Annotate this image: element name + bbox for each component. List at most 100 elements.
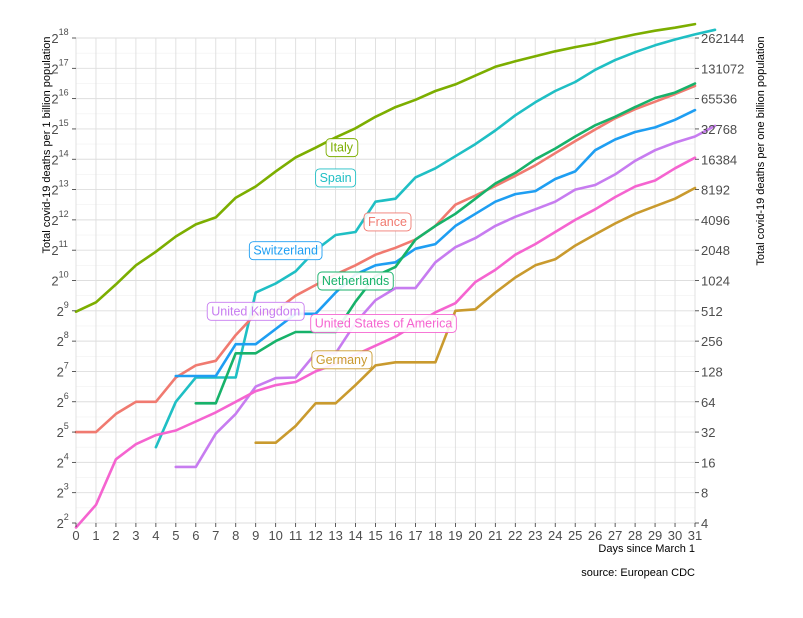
- x-tick-label: 30: [668, 528, 682, 543]
- series-label-germany: Germany: [311, 350, 373, 370]
- y-tick-exponent: 18: [59, 27, 69, 37]
- x-axis-title: Days since March 1: [598, 543, 695, 555]
- y-tick-exponent: 6: [64, 391, 69, 401]
- y-tick-left-label: 2 12: [51, 209, 68, 228]
- label-box: [325, 138, 359, 158]
- source-caption: source: European CDC: [581, 567, 695, 579]
- y-tick-right-label: 262144: [701, 31, 744, 46]
- y-axis-left-ticks: 2 22 32 42 52 62 72 82 92 102 112 122 132 142 152 162 17…: [51, 27, 76, 531]
- y-tick-right-label: 64: [701, 395, 715, 410]
- y-tick-base: 2: [51, 122, 58, 137]
- x-tick-label: 13: [328, 528, 342, 543]
- series-label-italy: Italy: [325, 138, 359, 158]
- x-tick-label: 31: [688, 528, 702, 543]
- y-tick-base: 2: [51, 152, 58, 167]
- y-tick-right-label: 2048: [701, 243, 730, 258]
- label-text: France: [368, 215, 407, 229]
- y-tick-right-label: 16: [701, 455, 715, 470]
- y-tick-left-label: 2 18: [51, 27, 68, 46]
- y-tick-right-label: 256: [701, 334, 723, 349]
- x-tick-label: 24: [548, 528, 562, 543]
- y-axis-left-title: Total covid-19 deaths per 1 billion popu…: [41, 36, 53, 253]
- x-tick-label: 10: [268, 528, 282, 543]
- y-tick-right-label: 131072: [701, 61, 744, 76]
- x-tick-label: 29: [648, 528, 662, 543]
- x-tick-label: 19: [448, 528, 462, 543]
- x-tick-label: 3: [132, 528, 139, 543]
- y-tick-exponent: 3: [64, 482, 69, 492]
- y-tick-exponent: 8: [64, 330, 69, 340]
- y-tick-left-label: 2 13: [51, 179, 68, 198]
- y-tick-exponent: 10: [59, 270, 69, 280]
- x-axis-ticks: 0 1 2 3 4 5 6 7 8 9 10 11 12 13 14 15 16 17 18 19 20 21 22 23 24…: [72, 523, 702, 543]
- label-box: [317, 271, 394, 291]
- label-box: [311, 350, 373, 370]
- x-tick-label: 21: [488, 528, 502, 543]
- series-label-united-kingdom: United Kingdom: [206, 301, 305, 321]
- x-tick-label: 7: [212, 528, 219, 543]
- y-tick-right-label: 32768: [701, 122, 737, 137]
- x-tick-label: 25: [568, 528, 582, 543]
- series-label-spain: Spain: [315, 168, 357, 188]
- y-tick-right-label: 1024: [701, 274, 730, 289]
- label-box: [206, 301, 305, 321]
- y-tick-exponent: 4: [64, 451, 69, 461]
- x-tick-label: 1: [92, 528, 99, 543]
- series-line-united-states-of-america: [74, 156, 697, 529]
- x-tick-label: 2: [112, 528, 119, 543]
- y-tick-right-label: 4: [701, 516, 708, 531]
- y-tick-base: 2: [57, 455, 64, 470]
- x-tick-label: 26: [588, 528, 602, 543]
- x-tick-label: 23: [528, 528, 542, 543]
- y-tick-base: 2: [57, 425, 64, 440]
- x-tick-label: 17: [408, 528, 422, 543]
- y-tick-base: 2: [51, 183, 58, 198]
- series-labels: Italy Spain France Switzerland Netherlands Un…: [206, 138, 457, 370]
- label-text: Germany: [316, 353, 368, 367]
- y-tick-base: 2: [57, 304, 64, 319]
- y-tick-base: 2: [51, 61, 58, 76]
- x-tick-label: 16: [388, 528, 402, 543]
- label-text: United Kingdom: [211, 304, 300, 318]
- y-tick-exponent: 14: [59, 148, 69, 158]
- series-label-netherlands: Netherlands: [317, 271, 394, 291]
- y-tick-right-label: 4096: [701, 213, 730, 228]
- y-tick-exponent: 9: [64, 300, 69, 310]
- x-tick-label: 18: [428, 528, 442, 543]
- y-tick-base: 2: [51, 243, 58, 258]
- series-label-switzerland: Switzerland: [248, 241, 323, 261]
- x-tick-label: 6: [192, 528, 199, 543]
- y-tick-right-label: 128: [701, 364, 723, 379]
- label-box: [310, 313, 457, 333]
- label-text: United States of America: [315, 316, 453, 330]
- y-tick-exponent: 5: [64, 421, 69, 431]
- y-tick-base: 2: [57, 364, 64, 379]
- y-tick-exponent: 17: [59, 57, 69, 67]
- y-tick-right-label: 16384: [701, 152, 737, 167]
- label-text: Switzerland: [253, 244, 318, 258]
- y-axis-right-ticks: 4 8 16 32 64 128 256 512 1024 2048 4096 8192 16384 32…: [695, 31, 744, 531]
- series-lines: [74, 22, 717, 529]
- y-tick-left-label: 2 14: [51, 148, 68, 167]
- y-tick-left-label: 2 11: [51, 239, 68, 258]
- y-tick-right-label: 32: [701, 425, 715, 440]
- x-tick-label: 14: [348, 528, 362, 543]
- y-tick-base: 2: [51, 31, 58, 46]
- y-tick-base: 2: [51, 274, 58, 289]
- label-text: Italy: [330, 141, 354, 155]
- y-tick-right-label: 65536: [701, 92, 737, 107]
- y-tick-exponent: 13: [59, 179, 69, 189]
- series-line-italy: [74, 22, 697, 314]
- x-tick-label: 27: [608, 528, 622, 543]
- x-tick-label: 11: [289, 528, 303, 543]
- y-tick-exponent: 16: [59, 88, 69, 98]
- label-box: [248, 241, 323, 261]
- y-tick-left-label: 2 15: [51, 118, 68, 137]
